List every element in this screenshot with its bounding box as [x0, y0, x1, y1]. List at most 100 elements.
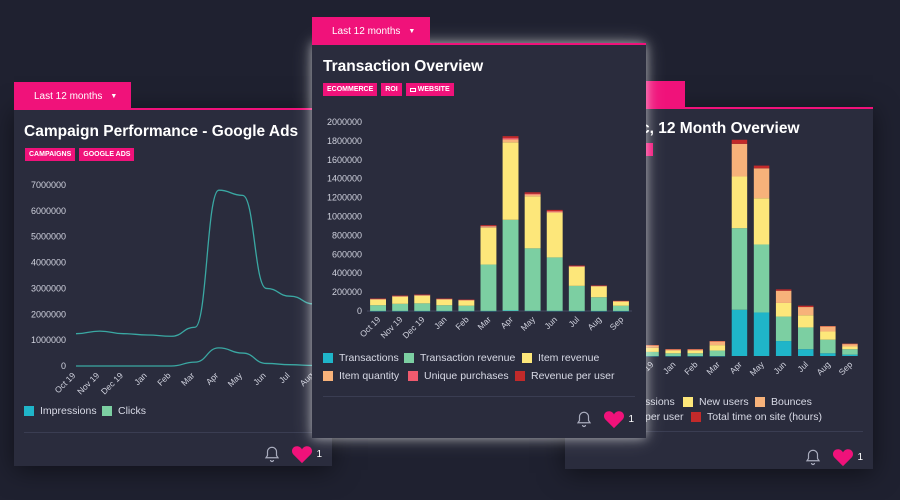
- swatch: [404, 353, 414, 363]
- legend-label: Item revenue: [538, 352, 600, 364]
- bar-segment: [414, 303, 431, 311]
- bar-segment: [370, 298, 386, 300]
- center-chart: 2000000180000016000001400000120000010000…: [327, 117, 632, 340]
- bar-segment: [731, 139, 748, 144]
- x-tick-label: Nov 19: [75, 370, 101, 396]
- x-tick-label: Feb: [155, 370, 173, 388]
- center-legend-unique-purchases: Unique purchases: [408, 370, 509, 382]
- bar-segment: [392, 303, 409, 311]
- right-period-tab[interactable]: [645, 81, 685, 109]
- swatch: [24, 406, 34, 416]
- bar-segment: [643, 347, 659, 352]
- x-tick-label: Feb: [453, 314, 471, 332]
- x-tick-label: Sep: [837, 359, 855, 377]
- bar-segment: [480, 226, 497, 228]
- center-like-count: 1: [628, 413, 634, 425]
- bar-segment: [709, 345, 726, 351]
- bar-segment: [775, 316, 792, 342]
- x-tick-label: Nov 19: [378, 314, 404, 340]
- bar-segment: [480, 227, 497, 265]
- bar-segment: [436, 305, 453, 311]
- bar-segment: [687, 349, 703, 351]
- center-legend-revenue-per-user: Revenue per user: [515, 370, 614, 382]
- right-legend-time-label: Total time on site (hours): [707, 411, 822, 423]
- bar-segment: [798, 327, 814, 350]
- bar-segment: [665, 350, 681, 354]
- x-tick-label: Jul: [277, 370, 292, 385]
- caret-down-icon: ▼: [408, 27, 416, 35]
- left-card: Last 12 months ▼ Campaign Performance - …: [14, 82, 332, 466]
- bar-segment: [502, 136, 519, 139]
- y-tick-label: 5000000: [31, 232, 66, 242]
- right-legend-time: Total time on site (hours): [691, 411, 822, 423]
- legend-label: Revenue per user: [531, 370, 615, 382]
- y-tick-label: 0: [357, 306, 362, 316]
- bar-segment: [842, 354, 858, 356]
- y-tick-label: 400000: [332, 268, 362, 278]
- right-tag-stub: [643, 143, 653, 156]
- swatch: [522, 353, 532, 363]
- tag-website[interactable]: WEBSITE: [405, 83, 454, 96]
- right-legend-new-users: New users: [683, 396, 749, 408]
- line-series-clicks: [75, 347, 315, 367]
- x-tick-label: Dec 19: [99, 370, 125, 396]
- center-period-tab[interactable]: Last 12 months ▼: [312, 17, 430, 45]
- center-legend-item-quantity: Item quantity: [323, 370, 399, 382]
- right-legend-sessions: ssions: [645, 396, 675, 408]
- center-legend-transactions: Transactions: [323, 352, 399, 364]
- y-tick-label: 1000000: [327, 212, 362, 222]
- x-tick-label: Oct 19: [358, 314, 383, 339]
- x-tick-label: May: [748, 359, 767, 378]
- x-tick-label: Jul: [795, 359, 810, 374]
- bar-segment: [502, 139, 519, 143]
- swatch: [515, 371, 525, 381]
- bar-segment: [546, 211, 563, 214]
- right-legend-sessions-label: ssions: [645, 396, 675, 408]
- right-like-count: 1: [857, 451, 863, 463]
- left-period-tab[interactable]: Last 12 months ▼: [14, 82, 132, 110]
- bar-segment: [798, 315, 814, 328]
- center-legend-transaction-revenue: Transaction revenue: [404, 352, 515, 364]
- tag-ecommerce[interactable]: ECOMMERCE: [323, 83, 378, 96]
- bar-segment: [842, 346, 858, 350]
- tag-google-ads[interactable]: GOOGLE ADS: [79, 148, 135, 161]
- left-divider: [24, 432, 322, 433]
- left-footer: 1: [263, 444, 322, 464]
- bar-segment: [524, 194, 541, 197]
- center-footer: 1: [575, 409, 634, 429]
- bar-segment: [798, 305, 814, 308]
- x-tick-label: Apr: [499, 314, 516, 331]
- bar-segment: [568, 266, 585, 267]
- bar-segment: [731, 309, 748, 356]
- y-tick-label: 2000000: [327, 117, 362, 127]
- bar-segment: [643, 351, 659, 356]
- left-legend-clicks: Clicks: [102, 405, 146, 417]
- legend-label: Unique purchases: [424, 370, 509, 382]
- x-tick-label: Apr: [727, 359, 744, 376]
- tag-roi[interactable]: ROI: [381, 83, 402, 96]
- x-tick-label: Aug: [586, 314, 604, 332]
- tag-campaigns[interactable]: CAMPAIGNS: [25, 148, 76, 161]
- x-tick-label: Dec 19: [401, 314, 427, 340]
- bell-icon[interactable]: [575, 410, 593, 428]
- right-footer: 1: [804, 447, 863, 467]
- center-period-label: Last 12 months: [332, 25, 401, 37]
- bar-segment: [568, 266, 585, 286]
- x-tick-label: Jun: [771, 359, 788, 376]
- bar-segment: [458, 300, 475, 306]
- y-tick-label: 600000: [332, 249, 362, 259]
- bar-segment: [731, 143, 748, 177]
- heart-icon[interactable]: [291, 444, 313, 464]
- bar-segment: [753, 165, 770, 169]
- left-legend-impressions: Impressions: [24, 405, 97, 417]
- bell-icon[interactable]: [263, 445, 281, 463]
- heart-icon[interactable]: [832, 447, 854, 467]
- left-legend-clicks-label: Clicks: [118, 405, 146, 417]
- center-divider: [323, 396, 635, 397]
- swatch: [102, 406, 112, 416]
- bar-segment: [665, 349, 681, 351]
- right-legend-bounces-label: Bounces: [771, 396, 812, 408]
- heart-icon[interactable]: [603, 409, 625, 429]
- bell-icon[interactable]: [804, 448, 822, 466]
- x-tick-label: Jun: [251, 370, 268, 387]
